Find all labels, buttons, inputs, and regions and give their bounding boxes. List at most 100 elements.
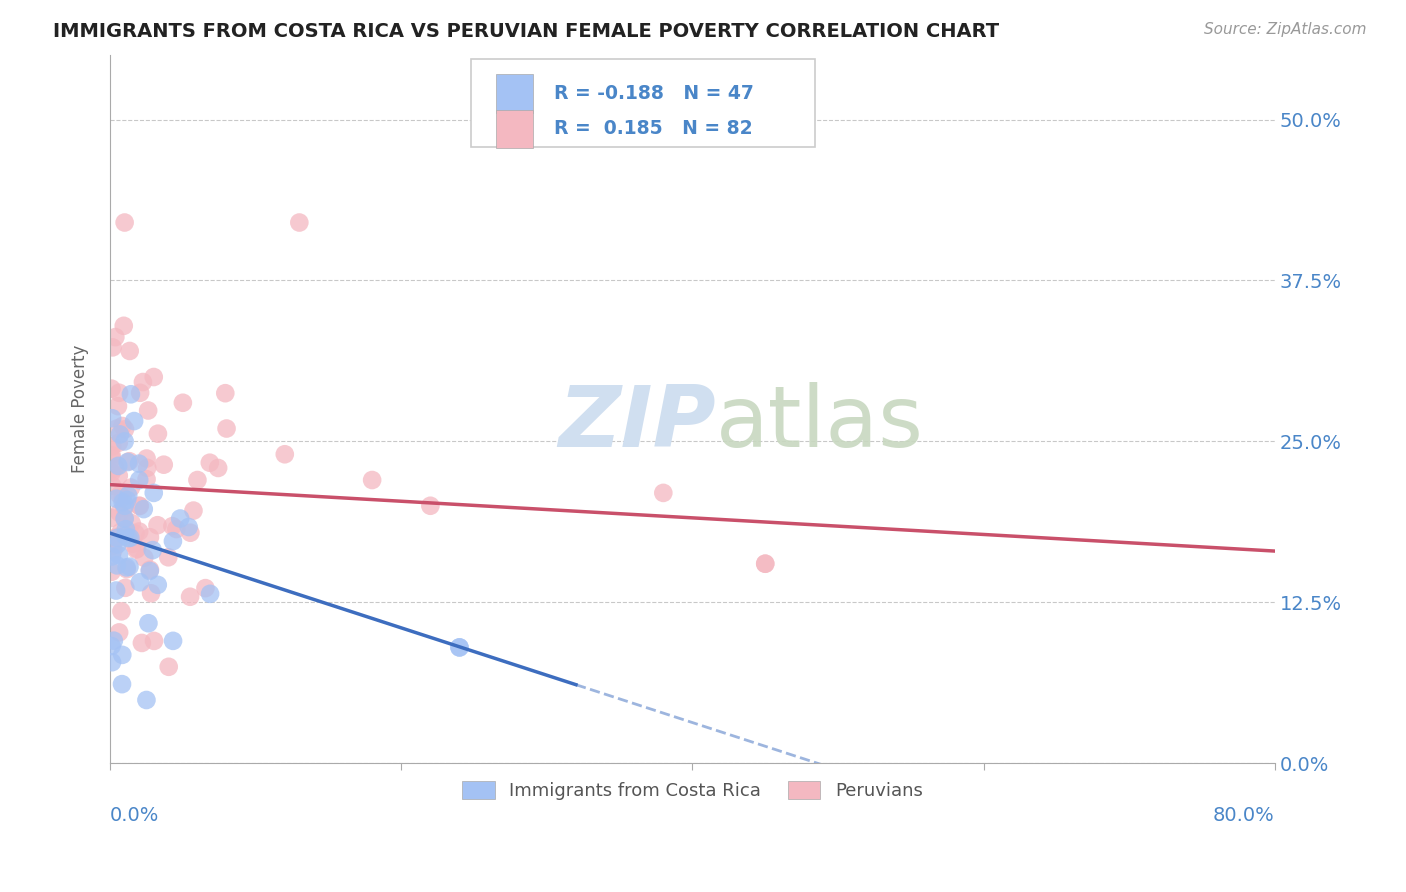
Point (100, 639, 122, 653)
Point (101, 549, 124, 564)
Point (128, 499, 150, 513)
Point (107, 399, 129, 413)
Point (107, 435, 129, 450)
Point (112, 501, 135, 516)
Point (165, 522, 187, 536)
Point (142, 370, 165, 384)
Point (129, 385, 152, 400)
Point (103, 543, 125, 558)
Point (124, 526, 146, 541)
Point (118, 454, 141, 468)
Bar (495, 74, 533, 112)
Point (754, 557, 776, 571)
Point (108, 548, 131, 562)
Point (136, 403, 159, 417)
Point (108, 530, 131, 544)
Point (101, 451, 124, 466)
Point (100, 565, 122, 579)
Point (120, 387, 142, 401)
Point (115, 560, 138, 574)
Point (114, 422, 136, 436)
Point (108, 427, 131, 442)
Point (198, 456, 221, 470)
Point (110, 604, 132, 618)
Point (117, 455, 139, 469)
Point (138, 616, 160, 631)
Point (105, 537, 128, 551)
Point (131, 636, 153, 650)
Text: R = -0.188   N = 47: R = -0.188 N = 47 (554, 84, 754, 103)
Point (121, 516, 143, 530)
Point (128, 575, 150, 590)
Point (214, 386, 236, 401)
Point (274, 447, 297, 461)
Point (139, 563, 162, 577)
Point (114, 499, 136, 513)
Point (139, 564, 162, 578)
Point (139, 530, 162, 544)
Point (143, 634, 166, 648)
Point (122, 414, 145, 428)
Point (101, 411, 124, 425)
Point (111, 495, 134, 509)
Point (136, 460, 159, 475)
Point (118, 343, 141, 358)
Point (114, 215, 136, 229)
Point (108, 625, 131, 640)
Point (105, 421, 128, 435)
Point (110, 525, 132, 540)
Point (172, 396, 194, 410)
Point (108, 385, 131, 400)
Point (101, 539, 124, 553)
Text: Source: ZipAtlas.com: Source: ZipAtlas.com (1204, 22, 1367, 37)
Text: R =  0.185   N = 82: R = 0.185 N = 82 (554, 120, 752, 138)
Point (215, 421, 238, 435)
Point (361, 473, 384, 487)
Point (419, 499, 441, 513)
Point (114, 511, 136, 525)
Point (162, 633, 184, 648)
Point (146, 426, 169, 441)
Legend: Immigrants from Costa Rica, Peruvians: Immigrants from Costa Rica, Peruvians (456, 774, 929, 807)
Point (179, 590, 201, 604)
Point (194, 581, 217, 595)
Point (101, 340, 124, 354)
Point (146, 518, 169, 533)
Point (128, 499, 150, 513)
Point (105, 583, 128, 598)
Point (128, 524, 150, 539)
Point (112, 318, 135, 333)
Point (135, 472, 157, 486)
Point (114, 511, 136, 525)
Point (101, 439, 124, 453)
Point (139, 586, 162, 600)
Point (157, 660, 180, 674)
Point (115, 522, 138, 536)
Point (125, 541, 148, 556)
Point (111, 648, 134, 662)
Point (179, 525, 201, 540)
Point (101, 479, 124, 493)
Point (162, 534, 184, 549)
Point (449, 640, 471, 655)
Point (169, 511, 191, 525)
Y-axis label: Female Poverty: Female Poverty (72, 345, 89, 474)
Point (183, 503, 205, 517)
Point (114, 581, 136, 595)
Point (111, 491, 134, 505)
Point (135, 693, 157, 707)
Bar (495, 110, 533, 148)
Point (108, 506, 131, 520)
Text: atlas: atlas (716, 382, 924, 465)
Point (122, 537, 145, 551)
Point (114, 434, 136, 449)
Point (107, 468, 129, 483)
Text: 0.0%: 0.0% (110, 805, 159, 825)
Point (146, 578, 169, 592)
Point (108, 488, 131, 502)
Point (128, 473, 150, 487)
Point (100, 448, 122, 462)
Point (111, 419, 134, 434)
Point (120, 481, 142, 495)
Text: ZIP: ZIP (558, 382, 716, 465)
